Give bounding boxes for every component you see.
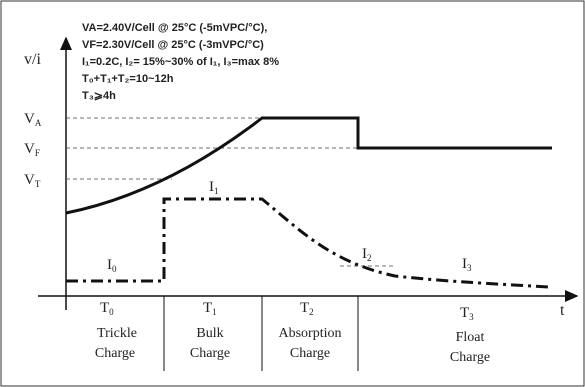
stage-trickle-line2: Charge: [95, 346, 135, 361]
note-currents: I₁=0.2C, I₂= 15%~30% of I₁, I₃=max 8%: [82, 56, 279, 68]
stage-bulk-line2: Charge: [190, 346, 230, 361]
note-time-sum: T₀+T₁+T₂=10~12h: [82, 73, 174, 85]
x-axis-label: t: [560, 302, 565, 319]
note-t3: T₃⩾4h: [82, 90, 116, 102]
t1-label: T1: [203, 300, 217, 317]
stage-absorption-line2: Charge: [290, 346, 330, 361]
y-axis-label: v/i: [24, 51, 41, 68]
stage-trickle-line1: Trickle: [97, 326, 137, 341]
i3-label: I3: [462, 256, 472, 273]
note-vf: VF=2.30V/Cell @ 25°C (-3mVPC/°C): [82, 39, 264, 51]
i0-label: I0: [107, 257, 117, 274]
t0-label: T0: [100, 300, 114, 317]
stage-bulk-line1: Bulk: [196, 326, 223, 341]
stage-float-line2: Charge: [450, 350, 490, 365]
vf-label: VF: [24, 141, 40, 158]
stage-float-line1: Float: [456, 330, 485, 345]
current-curve: [66, 197, 549, 289]
i2-label: I2: [362, 246, 372, 263]
i1-label: I1: [209, 179, 219, 196]
note-va: VA=2.40V/Cell @ 25°C (-5mVPC/°C),: [82, 22, 267, 34]
t3-label: T3: [460, 305, 474, 322]
stage-absorption-line1: Absorption: [279, 326, 342, 341]
vt-label: VT: [24, 172, 41, 189]
voltage-curve: [65, 116, 552, 215]
t2-label: T2: [300, 300, 314, 317]
va-label: VA: [24, 111, 42, 128]
